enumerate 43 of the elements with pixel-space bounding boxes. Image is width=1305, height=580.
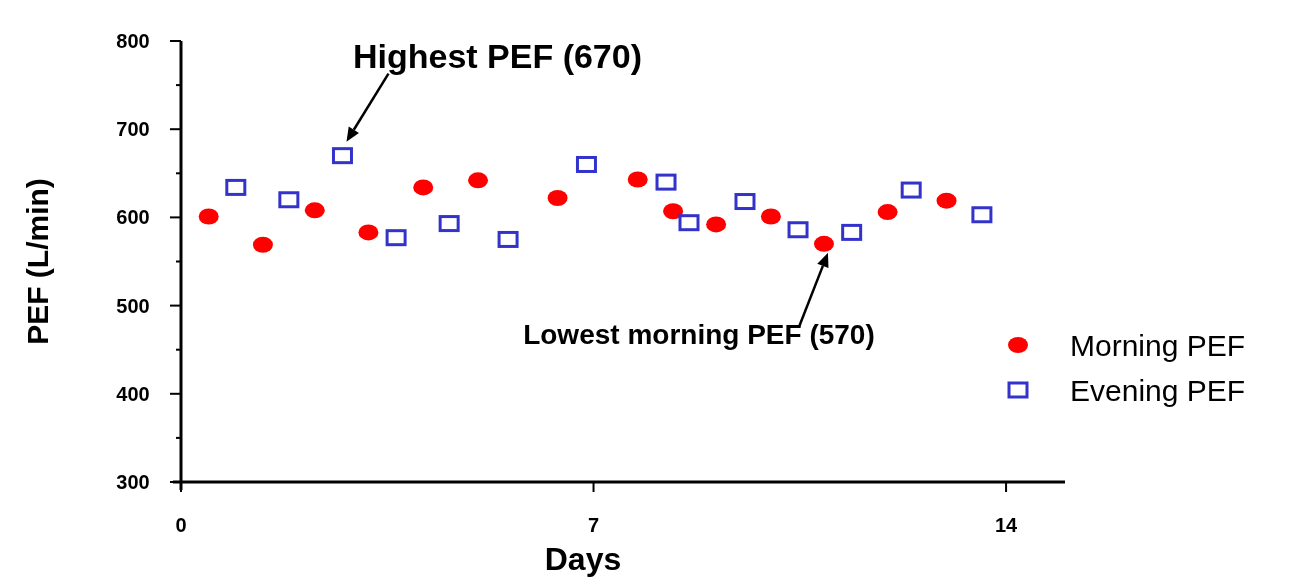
annotation: Highest PEF (670)	[352, 36, 643, 75]
point	[331, 147, 353, 165]
point	[760, 208, 781, 225]
x-tick-label: 0	[175, 514, 187, 536]
point	[497, 230, 519, 248]
point	[385, 229, 407, 247]
point	[438, 215, 460, 233]
annotation: Lowest morning PEF (570)	[523, 318, 875, 350]
point	[678, 214, 700, 232]
y-tick-label: 700	[116, 118, 150, 141]
point	[841, 223, 863, 241]
point	[734, 193, 756, 211]
y-tick-label: 800	[116, 30, 150, 52]
point	[900, 181, 922, 199]
point	[225, 178, 247, 196]
legend-label: Morning PEF	[1070, 329, 1246, 362]
y-tick-label: 300	[116, 471, 150, 493]
point	[304, 202, 325, 219]
point	[198, 208, 219, 225]
point	[252, 236, 273, 253]
point	[413, 179, 434, 196]
point	[575, 155, 597, 173]
point	[787, 221, 809, 239]
point	[813, 235, 834, 252]
point	[627, 171, 648, 188]
y-tick-label: 600	[116, 206, 150, 229]
x-axis-title: Days	[544, 541, 622, 577]
point	[655, 173, 677, 191]
point	[468, 172, 489, 189]
x-tick-label: 7	[587, 514, 600, 536]
point	[278, 191, 300, 209]
point	[971, 206, 993, 224]
point	[877, 204, 898, 221]
point	[706, 216, 727, 233]
y-tick-label: 400	[116, 382, 150, 405]
legend-label: Evening PEF	[1070, 374, 1246, 407]
point	[936, 192, 957, 209]
point	[663, 203, 684, 220]
point	[358, 224, 379, 241]
point	[547, 190, 568, 206]
y-tick-label: 500	[116, 294, 150, 317]
y-axis-title: PEF (L/min)	[21, 178, 54, 345]
x-tick-label: 14	[994, 514, 1019, 536]
